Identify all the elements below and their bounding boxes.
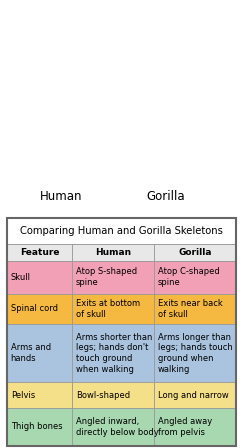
Text: Spinal cord: Spinal cord: [11, 304, 58, 314]
Text: Thigh bones: Thigh bones: [11, 422, 62, 431]
FancyBboxPatch shape: [72, 408, 154, 446]
Text: Bowl-shaped: Bowl-shaped: [76, 391, 130, 400]
Text: Human: Human: [40, 190, 82, 203]
FancyBboxPatch shape: [7, 218, 236, 244]
FancyBboxPatch shape: [7, 261, 72, 294]
Text: Arms and
hands: Arms and hands: [11, 343, 51, 363]
Text: Gorilla: Gorilla: [146, 190, 184, 203]
Text: Exits at bottom
of skull: Exits at bottom of skull: [76, 299, 140, 319]
FancyBboxPatch shape: [154, 244, 236, 261]
FancyBboxPatch shape: [154, 383, 236, 408]
FancyBboxPatch shape: [154, 408, 236, 446]
Text: Angled away
from pelvis: Angled away from pelvis: [158, 417, 212, 437]
FancyBboxPatch shape: [154, 294, 236, 324]
FancyBboxPatch shape: [7, 244, 72, 261]
Text: Angled inward,
directly below body: Angled inward, directly below body: [76, 417, 159, 437]
Text: Pelvis: Pelvis: [11, 391, 35, 400]
Text: Exits near back
of skull: Exits near back of skull: [158, 299, 222, 319]
FancyBboxPatch shape: [154, 261, 236, 294]
Text: Arms shorter than
legs; hands don't
touch ground
when walking: Arms shorter than legs; hands don't touc…: [76, 332, 152, 374]
Text: Gorilla: Gorilla: [178, 248, 212, 257]
FancyBboxPatch shape: [72, 294, 154, 324]
Text: Atop C-shaped
spine: Atop C-shaped spine: [158, 267, 219, 287]
Text: Feature: Feature: [20, 248, 60, 257]
Text: Skull: Skull: [11, 273, 31, 282]
FancyBboxPatch shape: [72, 324, 154, 383]
FancyBboxPatch shape: [72, 261, 154, 294]
Text: Arms longer than
legs; hands touch
ground when
walking: Arms longer than legs; hands touch groun…: [158, 332, 232, 374]
Text: Comparing Human and Gorilla Skeletons: Comparing Human and Gorilla Skeletons: [20, 226, 223, 236]
FancyBboxPatch shape: [7, 294, 72, 324]
FancyBboxPatch shape: [154, 324, 236, 383]
Text: Long and narrow: Long and narrow: [158, 391, 228, 400]
FancyBboxPatch shape: [72, 383, 154, 408]
FancyBboxPatch shape: [7, 383, 72, 408]
FancyBboxPatch shape: [7, 408, 72, 446]
Text: Human: Human: [95, 248, 131, 257]
FancyBboxPatch shape: [72, 244, 154, 261]
FancyBboxPatch shape: [7, 324, 72, 383]
Text: Atop S-shaped
spine: Atop S-shaped spine: [76, 267, 137, 287]
